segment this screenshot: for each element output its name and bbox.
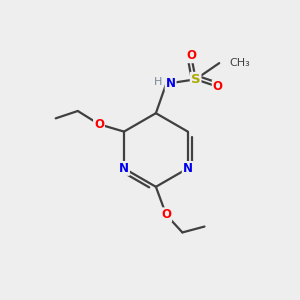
Text: O: O: [94, 118, 104, 131]
Text: S: S: [191, 73, 200, 86]
Text: N: N: [183, 162, 193, 175]
Text: N: N: [166, 77, 176, 90]
Text: O: O: [213, 80, 223, 93]
Text: O: O: [186, 49, 196, 62]
Text: H: H: [154, 77, 162, 87]
Text: N: N: [119, 162, 129, 175]
Text: O: O: [161, 208, 171, 221]
Text: CH₃: CH₃: [230, 58, 250, 68]
